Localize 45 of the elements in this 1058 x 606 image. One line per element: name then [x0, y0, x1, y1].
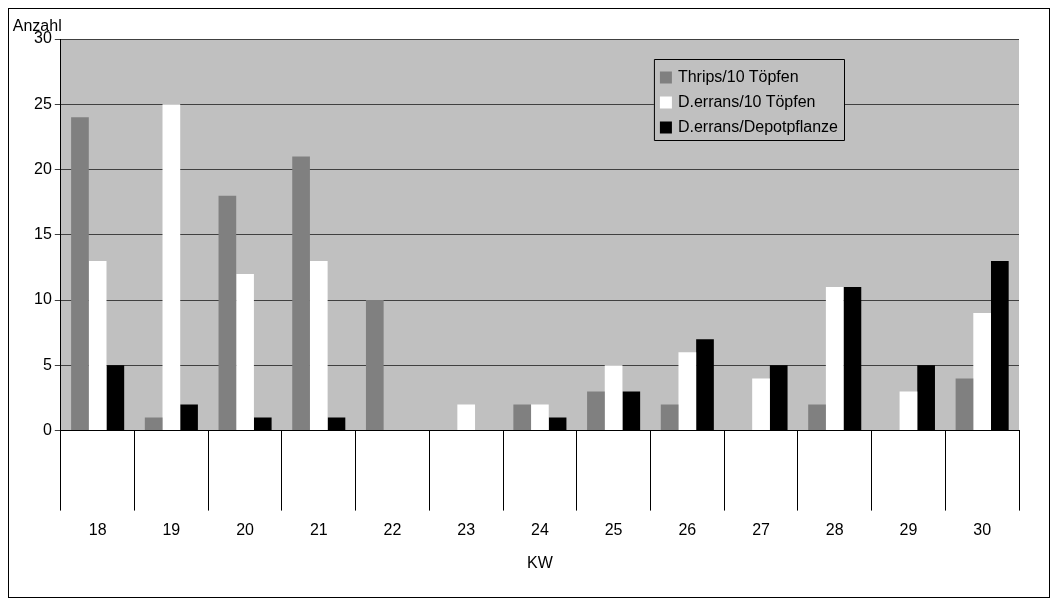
bar	[604, 365, 623, 431]
bar	[513, 404, 532, 431]
bar	[162, 104, 181, 431]
bar	[660, 404, 679, 431]
bar	[678, 352, 697, 431]
y-tick-label: 25	[34, 94, 52, 112]
legend-label: Thrips/10 Töpfen	[677, 67, 799, 85]
x-tick-label: 26	[678, 520, 697, 538]
bar	[144, 417, 163, 431]
x-tick-label: 30	[973, 520, 992, 538]
bar	[309, 260, 328, 431]
x-tick-label: 23	[457, 520, 476, 538]
bar	[292, 156, 310, 431]
x-tick-label: 21	[309, 520, 328, 538]
y-tick-label: 15	[34, 225, 52, 243]
bar	[457, 404, 476, 431]
legend-label: D.errans/10 Töpfen	[677, 92, 816, 110]
y-tick-label: 5	[42, 355, 52, 373]
x-tick-label: 25	[604, 520, 623, 538]
bar	[808, 404, 826, 431]
x-tick-label: 29	[899, 520, 918, 538]
x-axis-title: KW	[527, 553, 554, 571]
x-tick-label: 20	[236, 520, 255, 538]
x-tick-label: 18	[88, 520, 107, 538]
legend-label: D.errans/Depotpflanze	[677, 117, 839, 135]
bar	[899, 391, 918, 431]
bar	[71, 117, 89, 431]
bar	[752, 378, 770, 431]
x-tick-label: 22	[383, 520, 402, 538]
bar	[825, 287, 844, 431]
bar	[587, 391, 605, 431]
y-tick-label: 10	[34, 290, 52, 308]
x-tick-label: 27	[752, 520, 771, 538]
bar	[88, 260, 107, 431]
y-tick-label: 20	[34, 159, 52, 177]
bar	[955, 378, 974, 431]
bar	[236, 273, 254, 431]
bar	[218, 195, 237, 431]
y-tick-label: 0	[42, 421, 52, 439]
x-tick-label: 19	[162, 520, 181, 538]
bar	[973, 313, 991, 431]
x-tick-label: 24	[531, 520, 549, 538]
bar	[531, 404, 549, 431]
bar	[365, 300, 384, 431]
x-tick-label: 28	[825, 520, 844, 538]
